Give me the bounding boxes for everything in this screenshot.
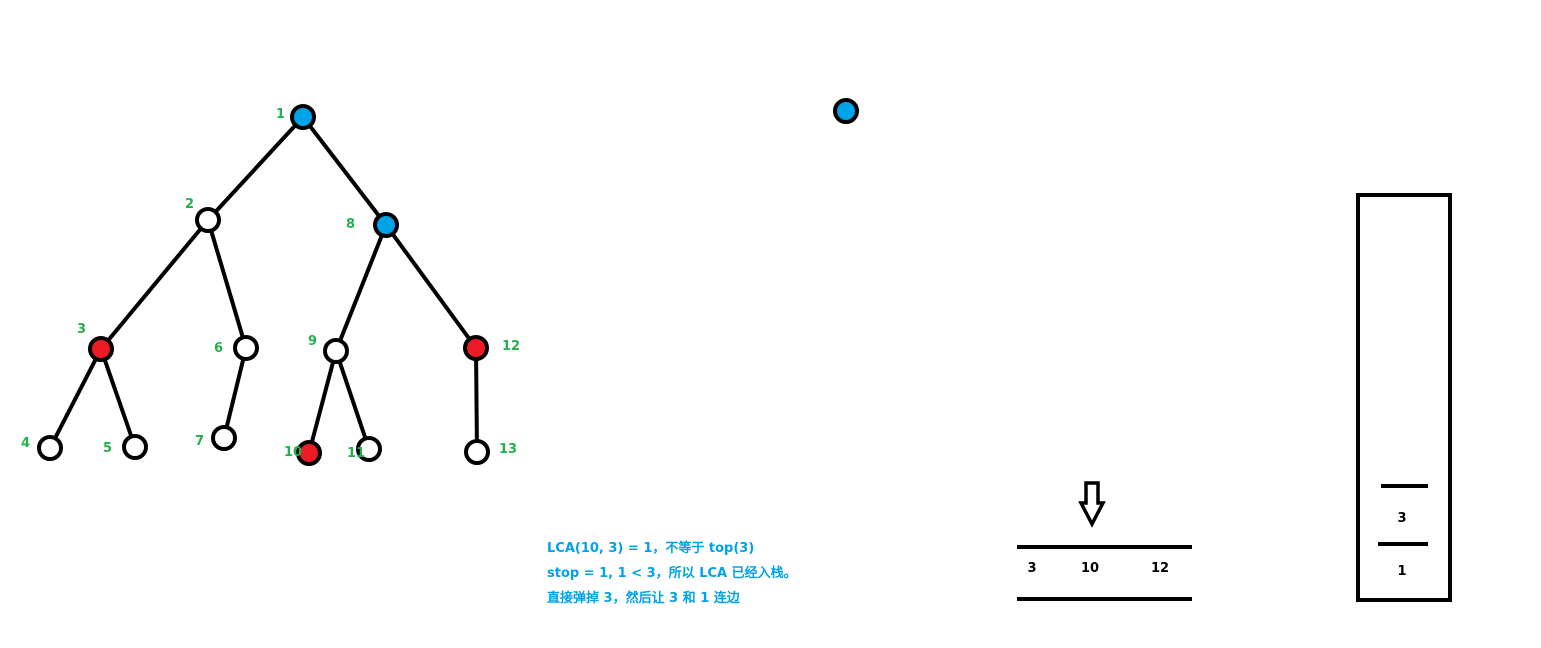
tree-node-4	[37, 435, 63, 461]
tree-node-2	[195, 207, 221, 233]
tree-edge-6-7	[222, 347, 248, 439]
tree-node-label-12: 12	[502, 339, 520, 354]
tree-node-5	[122, 434, 148, 460]
stack-container	[1356, 193, 1452, 602]
down-arrow-icon	[1078, 481, 1106, 528]
tree-node-12	[463, 335, 489, 361]
stack-item-bottom: 1	[1397, 564, 1406, 579]
sequence-item: 10	[1081, 561, 1099, 576]
tree-node-label-4: 4	[21, 436, 30, 451]
note-line: 直接弹掉 3，然后让 3 和 1 连边	[547, 591, 740, 606]
explanation-note: LCA(10, 3) = 1，不等于 top(3) stop = 1, 1 < …	[547, 536, 797, 611]
tree-node-11	[356, 436, 382, 462]
tree-node-13	[464, 439, 490, 465]
tree-node-9	[323, 338, 349, 364]
tree-node-label-8: 8	[346, 217, 355, 232]
tree-node-label-10: 10	[284, 445, 302, 460]
tree-node-label-6: 6	[214, 341, 223, 356]
tree-edge-1-8	[301, 115, 388, 227]
tree-node-label-13: 13	[499, 442, 517, 457]
blue-marker-dot	[833, 98, 859, 124]
tree-edge-3-5	[99, 348, 137, 448]
note-line: LCA(10, 3) = 1，不等于 top(3)	[547, 541, 755, 556]
tree-node-label-1: 1	[276, 107, 285, 122]
tree-edge-9-11	[334, 350, 371, 450]
tree-nodes	[37, 104, 490, 466]
tree-node-label-2: 2	[185, 197, 194, 212]
tree-edge-2-3	[99, 218, 210, 351]
stack-item-top: 3	[1397, 511, 1406, 526]
tree-node-6	[233, 335, 259, 361]
tree-edge-8-12	[384, 223, 478, 350]
tree-edge-9-10	[307, 350, 338, 454]
tree-node-label-7: 7	[195, 434, 204, 449]
tree-edge-8-9	[334, 224, 388, 352]
tree-node-3	[88, 336, 114, 362]
tree-node-label-9: 9	[308, 334, 317, 349]
tree-node-8	[373, 212, 399, 238]
note-line: stop = 1, 1 < 3，所以 LCA 已经入栈。	[547, 566, 797, 581]
tree-node-label-5: 5	[103, 441, 112, 456]
tree-node-label-11: 11	[347, 446, 365, 461]
sequence-item: 12	[1151, 561, 1169, 576]
stack-panel: 3 1	[1356, 193, 1452, 602]
tree-edge-2-6	[206, 219, 248, 349]
sequence-item: 3	[1027, 561, 1036, 576]
tree-edges	[48, 115, 479, 454]
tree-edge-1-2	[206, 115, 305, 222]
tree-edge-3-4	[48, 348, 103, 449]
tree-node-1	[290, 104, 316, 130]
tree-edge-12-13	[474, 347, 479, 453]
sequence-panel: 3 10 12	[1017, 481, 1192, 601]
tree-node-10	[296, 440, 322, 466]
tree-node-7	[211, 425, 237, 451]
tree-node-label-3: 3	[77, 322, 86, 337]
